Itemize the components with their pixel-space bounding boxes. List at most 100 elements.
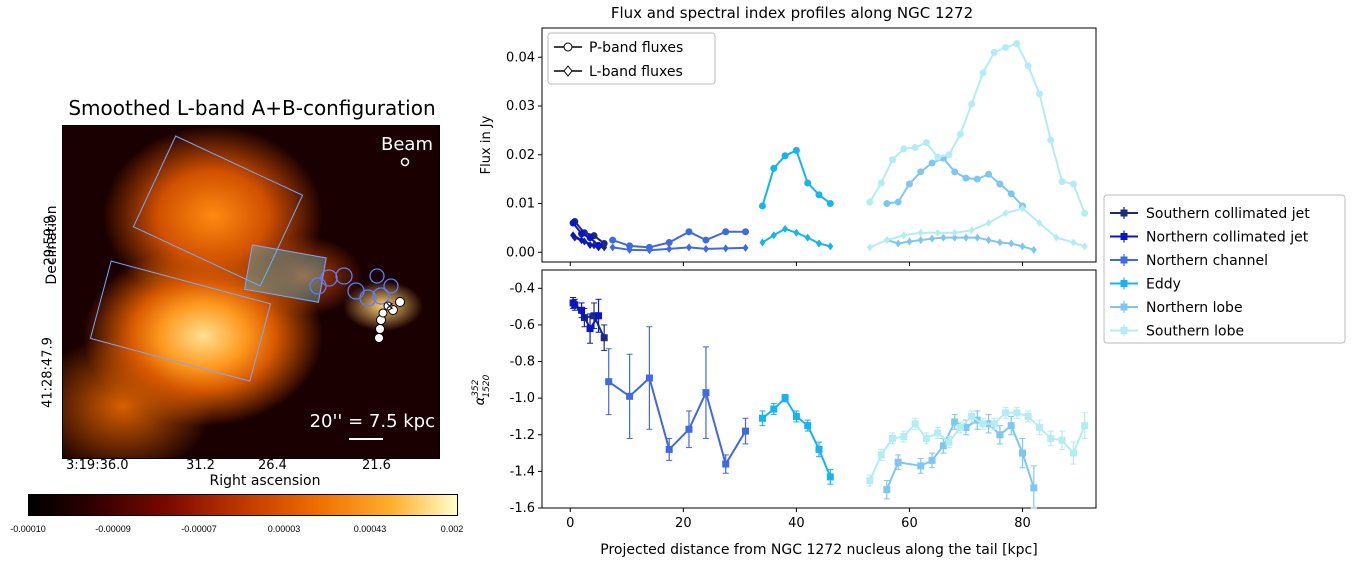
flux-point-l [962,233,969,242]
flux-point-l [770,231,777,240]
flux-point-l [827,242,834,251]
alpha-plot: -0.4 -0.6 -0.8 -1.0 -1.2 -1.4 -1.6 0 20 40 60 80 [510,281,1089,531]
flux-line-L [572,234,599,249]
flux-point-l [1002,209,1009,218]
legend-marker [1120,209,1128,217]
beam-ellipse [400,157,410,167]
flux-point-p [1081,209,1089,217]
alpha-point [1047,434,1055,442]
flux-point-p [956,130,964,138]
alpha-ytick-label: -1.2 [510,428,535,443]
flux-point-l [685,243,692,252]
flux-point-p [1047,136,1055,144]
flux-point-p [702,236,710,244]
alpha-ytick-label: -0.4 [510,281,535,296]
flux-point-p [1007,190,1015,198]
flux-line-P [869,42,1086,214]
alpha-point [826,473,834,481]
alpha-point [922,434,930,442]
flux-point-p [996,180,1004,188]
radio-map-image: ✕ Beam 20'' = 7.5 kpc [62,125,440,459]
alpha-point [792,412,800,420]
flux-point-p [1024,62,1032,70]
alpha-xtick-label: 60 [901,516,918,531]
alpha-point [758,414,766,422]
alpha-point [770,405,778,413]
alpha-point [569,299,577,307]
flux-line-P [572,222,600,247]
alpha-point [979,420,987,428]
scale-bar [349,438,383,440]
alpha-point [939,442,947,450]
channel-circles [309,267,399,307]
alpha-point [590,312,598,320]
alpha-xtick-label: 20 [675,516,692,531]
colorbar-tick-2: -0.00007 [181,524,217,534]
alpha-point [781,394,789,402]
flux-point-l [1019,204,1026,213]
jet-circles [374,297,405,343]
flux-point-p [888,156,896,164]
flux-point-l [934,228,941,237]
alpha-ytick-label: -1.6 [510,501,535,516]
alpha-point [956,423,964,431]
alpha-point [742,427,750,435]
colorbar [28,494,458,516]
flux-axes [541,27,1097,263]
flux-point-p [985,170,993,178]
flux-point-l [702,244,709,253]
flux-point-p [804,179,812,187]
alpha-point [1058,436,1066,444]
legend-marker [1120,303,1128,311]
colorbar-tick-4: 0.00043 [353,524,387,534]
alpha-point [990,420,998,428]
alpha-point [815,445,823,453]
ra-tick-3: 21.6 [362,458,391,473]
flux-point-p [826,200,834,207]
flux-point-p [792,146,800,154]
legend-label: Eddy [1146,277,1181,293]
alpha-point [1019,449,1027,457]
region-box-southern-lobe [89,260,272,382]
alpha-point [1069,449,1077,457]
flux-ytick-label: 0.01 [506,197,535,212]
flux-point-l [626,245,633,254]
flux-point-p [1002,44,1010,51]
colorbar-tick-5: 0.002 [440,524,464,534]
profiles-title: Flux and spectral index profiles along N… [611,4,973,22]
flux-point-l [906,237,913,246]
flux-point-p [922,139,930,147]
flux-point-l [609,243,616,252]
flux-point-p [742,228,750,236]
colorbar-tick-0: -0.00010 [10,524,46,534]
alpha-xtick-label: 0 [566,516,574,531]
alpha-xtick-label: 40 [788,516,805,531]
legend-label: Northern collimated jet [1146,230,1309,246]
flux-point-l [917,236,924,245]
alpha-xlabel: Projected distance from NGC 1272 nucleus… [600,542,1037,558]
alpha-xtick-label: 80 [1014,516,1031,531]
radio-map-title: Smoothed L-band A+B-configuration [68,96,436,120]
flux-point-l [782,224,789,233]
flux-point-p [945,151,953,159]
flux-point-l [883,236,890,245]
flux-point-l [996,238,1003,247]
alpha-point [804,422,812,430]
flux-point-l [917,228,924,237]
flux-point-l [570,231,577,240]
alpha-ytick-label: -0.8 [510,355,535,370]
flux-point-p [883,200,891,207]
flux-ytick-label: 0.03 [506,99,535,114]
flux-point-l [985,219,992,227]
radio-map-panel: Smoothed L-band A+B-configuration ✕ Beam… [0,0,470,561]
beam-label: Beam [381,134,433,155]
flux-point-p [770,164,778,172]
flux-line-L [869,207,1086,249]
legend-label: Northern lobe [1146,300,1243,316]
flux-point-p [1013,40,1021,48]
flux-ytick-label: 0.04 [506,50,535,65]
scale-label: 20'' = 7.5 kpc [309,411,435,432]
flux-ytick-label: 0.02 [506,148,535,163]
alpha-point [928,456,936,464]
alpha-point [1002,409,1010,417]
